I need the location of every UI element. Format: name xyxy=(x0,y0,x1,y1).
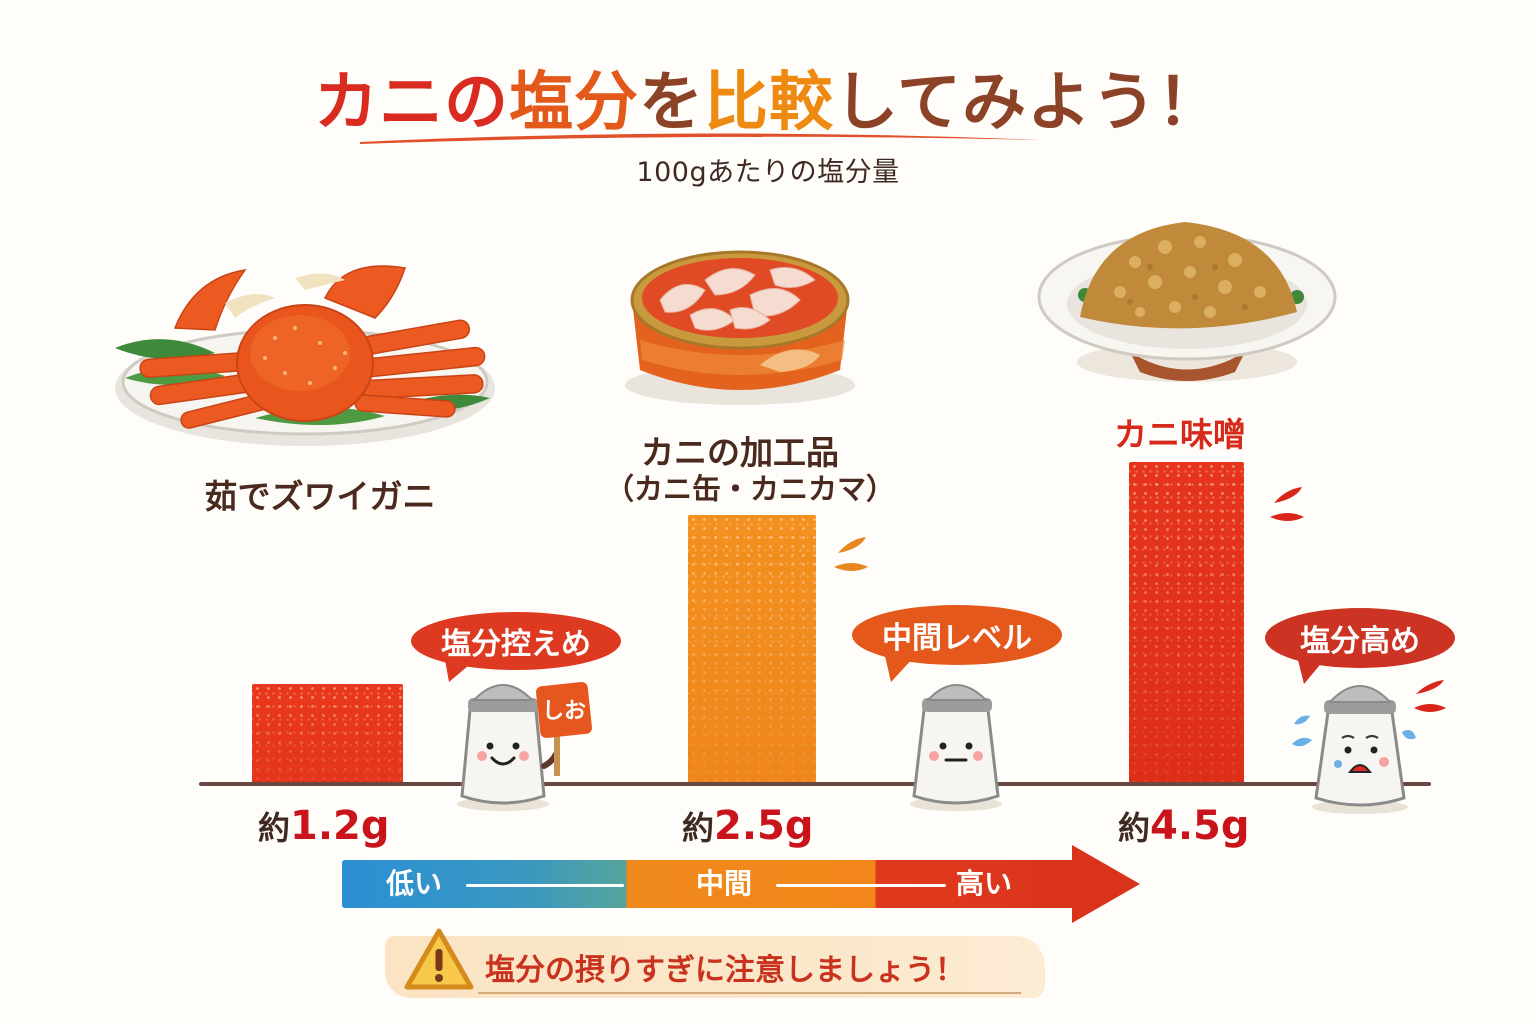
chart-subtitle: 100gあたりの塩分量 xyxy=(636,157,900,188)
bubble-text: 塩分高め xyxy=(1300,624,1420,659)
approx-prefix: 約 xyxy=(1118,809,1151,847)
x-axis-baseline xyxy=(199,782,1431,786)
value-label-processed-crab: 約2.5g xyxy=(682,806,814,846)
salt-shaker-neutral-icon xyxy=(910,684,1002,811)
warning-underline xyxy=(478,992,1021,994)
bar-boiled-snow-crab xyxy=(252,684,403,784)
bubble-tail xyxy=(1298,660,1324,684)
scale-connector-line xyxy=(776,884,946,887)
speech-bubble-high-salt: 塩分高め xyxy=(1265,608,1455,668)
emphasis-drops-icon xyxy=(1270,487,1304,521)
item-name-crab-miso: カニ味噌 xyxy=(1114,415,1246,454)
item-subname-processed-crab: （カニ缶・カニカマ） xyxy=(605,472,896,506)
bubble-tail xyxy=(885,656,915,682)
canned-crab-illustration xyxy=(625,250,855,405)
value-label-crab-miso: 約4.5g xyxy=(1118,806,1250,846)
emphasis-drops-icon xyxy=(1414,680,1446,712)
title-segment: を xyxy=(638,66,704,140)
approx-prefix: 約 xyxy=(682,809,715,847)
warning-triangle-icon xyxy=(404,928,474,990)
scale-label-mid: 中間 xyxy=(696,867,753,900)
approx-prefix: 約 xyxy=(258,809,291,847)
speech-bubble-mid-salt: 中間レベル xyxy=(852,605,1062,665)
value-number: 1.2g xyxy=(290,803,390,849)
value-number: 2.5g xyxy=(714,803,814,849)
title-segment: 塩分 xyxy=(508,66,639,140)
scale-label-low: 低い xyxy=(386,867,443,900)
crab-miso-illustration xyxy=(1037,222,1337,382)
boiled-snow-crab-illustration xyxy=(115,265,495,446)
title-segment: 比較 xyxy=(703,66,834,140)
salt-shaker-worried-icon xyxy=(1292,685,1416,814)
warning-banner xyxy=(385,936,1045,998)
scale-connector-line xyxy=(466,884,624,887)
bubble-text: 塩分控えめ xyxy=(441,627,591,662)
salt-shaker-happy-icon: しお xyxy=(457,682,592,811)
bar-crab-miso xyxy=(1129,462,1244,784)
item-name-boiled-snow-crab: 茹でズワイガニ xyxy=(204,477,436,516)
title-segment: カニの xyxy=(313,66,509,140)
title-underline xyxy=(360,133,1040,144)
title-segment: してみよう！ xyxy=(833,66,1223,140)
bubble-tail xyxy=(445,660,475,682)
shaker-sign-text: しお xyxy=(542,699,586,724)
bubble-text: 中間レベル xyxy=(882,621,1032,656)
salt-level-scale xyxy=(342,860,1082,908)
speech-bubble-low-salt: 塩分控えめ xyxy=(411,612,621,670)
item-name-processed-crab: カニの加工品 xyxy=(641,433,839,472)
scale-label-high: 高い xyxy=(956,867,1013,900)
bar-processed-crab xyxy=(688,515,816,784)
scale-arrow-head xyxy=(1072,845,1140,923)
emphasis-drops-icon xyxy=(834,537,868,571)
value-label-boiled-snow-crab: 約1.2g xyxy=(258,806,390,846)
page-title: カニの塩分を比較してみよう！ xyxy=(0,58,1536,148)
warning-message: 塩分の摂りすぎに注意しましょう！ xyxy=(485,953,965,988)
value-number: 4.5g xyxy=(1150,803,1250,849)
